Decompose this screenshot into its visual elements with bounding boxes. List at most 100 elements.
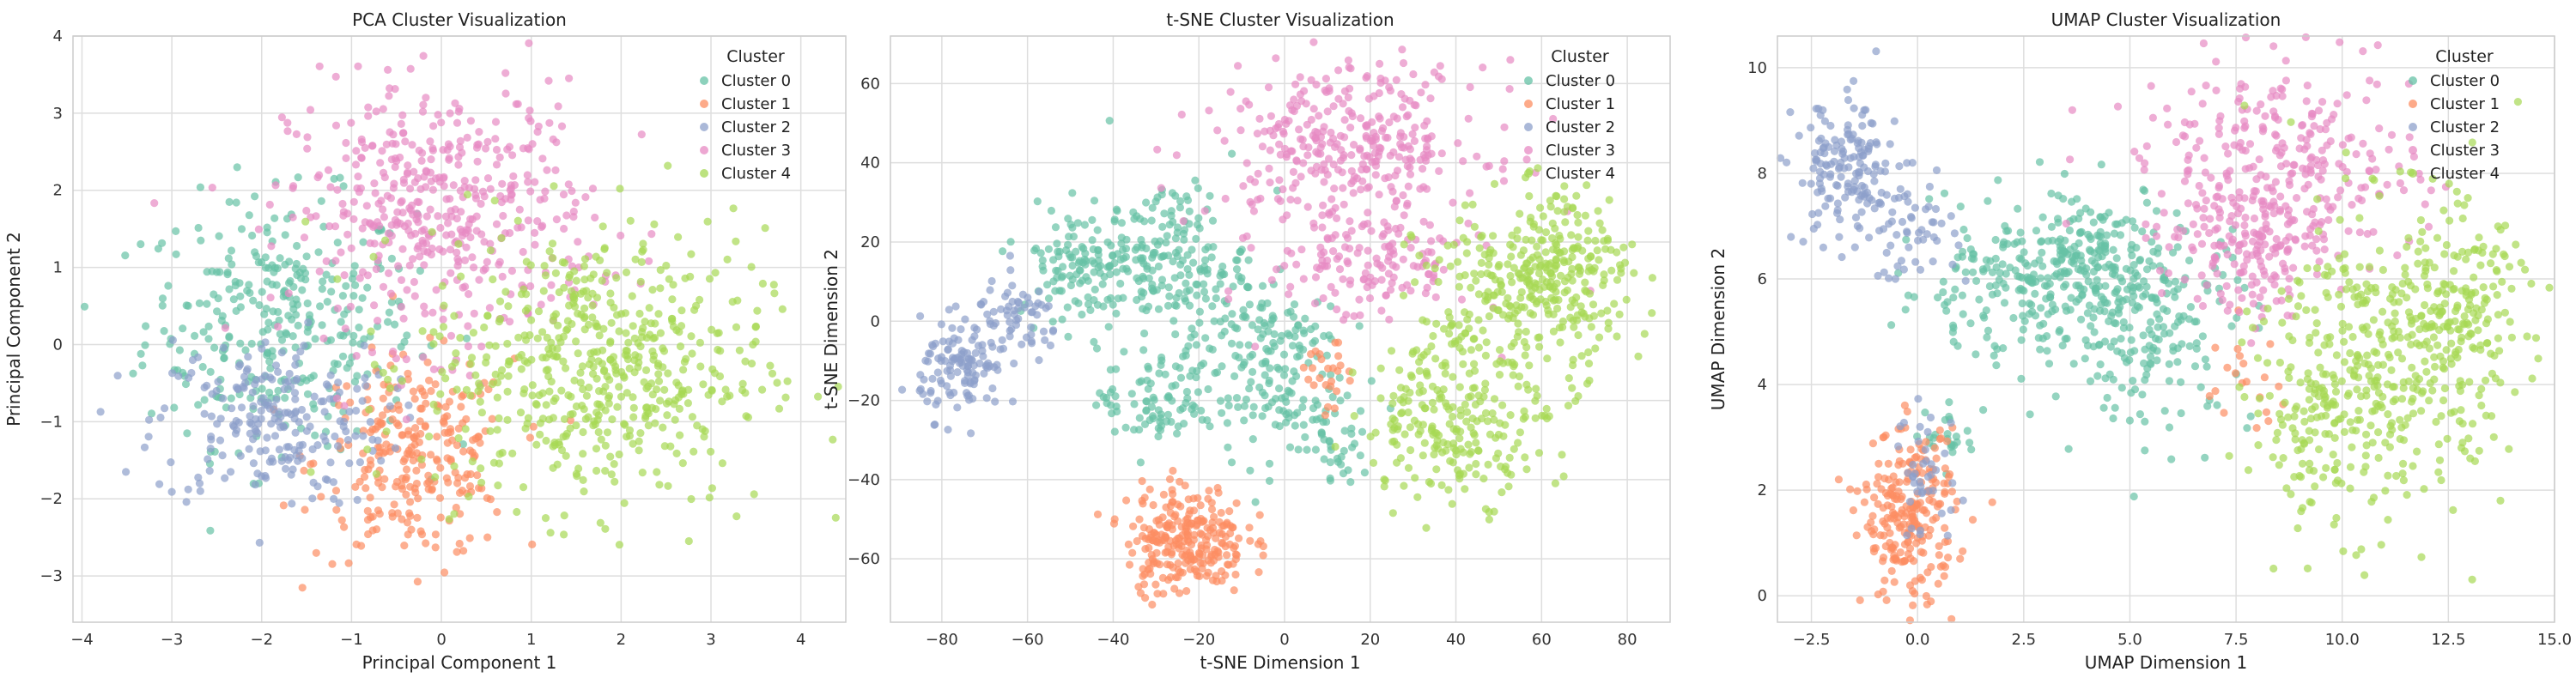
data-point bbox=[1465, 393, 1473, 401]
data-point bbox=[1233, 394, 1241, 402]
data-point bbox=[520, 385, 528, 393]
data-point bbox=[1455, 434, 1463, 442]
data-point bbox=[2145, 257, 2153, 265]
data-point bbox=[2045, 360, 2053, 367]
data-point bbox=[1894, 513, 1902, 521]
data-point bbox=[1435, 278, 1443, 286]
data-point bbox=[1356, 244, 1364, 251]
data-point bbox=[456, 540, 464, 548]
data-point bbox=[1364, 247, 1372, 255]
data-point bbox=[645, 257, 653, 265]
data-point bbox=[1266, 364, 1273, 372]
data-point bbox=[2186, 342, 2194, 350]
data-point bbox=[1277, 197, 1285, 205]
data-point bbox=[1243, 159, 1251, 166]
data-point bbox=[598, 276, 606, 284]
data-point bbox=[2087, 235, 2095, 243]
data-point bbox=[602, 407, 610, 415]
data-point bbox=[2030, 270, 2038, 278]
data-point bbox=[1911, 578, 1919, 585]
data-point bbox=[364, 271, 372, 279]
data-point bbox=[319, 321, 326, 329]
data-point bbox=[1059, 272, 1066, 280]
data-point bbox=[447, 109, 454, 117]
data-point bbox=[1151, 396, 1158, 403]
data-point bbox=[1166, 221, 1174, 228]
data-point bbox=[927, 350, 934, 358]
data-point bbox=[487, 246, 495, 254]
data-point bbox=[310, 372, 318, 379]
data-point bbox=[627, 217, 635, 225]
data-point bbox=[235, 362, 243, 370]
data-point bbox=[1896, 457, 1904, 465]
data-point bbox=[1340, 469, 1347, 477]
data-point bbox=[434, 212, 441, 220]
data-point bbox=[1320, 178, 1327, 185]
data-point bbox=[1975, 295, 1983, 303]
data-point bbox=[1595, 207, 1602, 215]
data-point bbox=[1455, 216, 1463, 224]
data-point bbox=[493, 146, 501, 154]
data-point bbox=[1224, 288, 1232, 295]
data-point bbox=[1008, 281, 1016, 289]
data-point bbox=[1376, 115, 1384, 123]
data-point bbox=[2032, 227, 2040, 234]
data-point bbox=[1556, 338, 1564, 346]
data-point bbox=[1941, 524, 1948, 532]
data-point bbox=[543, 401, 550, 409]
data-point bbox=[513, 508, 520, 516]
data-point bbox=[1159, 574, 1167, 582]
data-point bbox=[965, 391, 973, 399]
data-point bbox=[1125, 541, 1133, 548]
data-point bbox=[1258, 304, 1266, 312]
data-point bbox=[1059, 263, 1066, 270]
data-point bbox=[1344, 259, 1352, 267]
data-point bbox=[422, 168, 430, 176]
data-point bbox=[209, 184, 216, 191]
data-point bbox=[1596, 220, 1604, 227]
data-point bbox=[1231, 324, 1239, 331]
data-point bbox=[367, 457, 374, 464]
data-point bbox=[1340, 447, 1348, 455]
data-point bbox=[1261, 322, 1268, 330]
data-point bbox=[1045, 294, 1053, 302]
data-point bbox=[461, 177, 469, 185]
data-point bbox=[295, 322, 302, 330]
data-point bbox=[393, 420, 401, 427]
data-point bbox=[2104, 394, 2111, 402]
data-point bbox=[454, 160, 462, 168]
data-point bbox=[1389, 415, 1397, 422]
data-point bbox=[319, 285, 326, 293]
data-point bbox=[1178, 531, 1186, 539]
data-point bbox=[219, 395, 227, 402]
data-point bbox=[1415, 251, 1423, 259]
data-point bbox=[631, 335, 639, 342]
data-point bbox=[1868, 119, 1875, 127]
data-point bbox=[344, 436, 352, 444]
data-point bbox=[2041, 281, 2049, 289]
data-point bbox=[1325, 331, 1333, 339]
data-point bbox=[429, 147, 437, 154]
data-point bbox=[477, 464, 484, 472]
data-point bbox=[299, 265, 307, 273]
data-point bbox=[555, 439, 562, 446]
data-point bbox=[1962, 269, 1970, 276]
data-point bbox=[251, 192, 258, 200]
data-point bbox=[432, 380, 440, 388]
data-point bbox=[1461, 202, 1469, 209]
data-point bbox=[608, 415, 616, 423]
data-point bbox=[238, 225, 246, 233]
data-point bbox=[1288, 106, 1296, 114]
data-point bbox=[1111, 215, 1119, 223]
legend-label: Cluster 1 bbox=[1546, 95, 1615, 113]
data-point bbox=[498, 234, 506, 242]
data-point bbox=[961, 316, 969, 324]
data-point bbox=[1445, 330, 1453, 337]
data-point bbox=[1485, 508, 1493, 516]
data-point bbox=[1419, 451, 1427, 459]
data-point bbox=[332, 122, 340, 130]
data-point bbox=[271, 432, 279, 439]
data-point bbox=[351, 432, 359, 439]
data-point bbox=[1485, 254, 1493, 262]
data-point bbox=[390, 365, 398, 372]
